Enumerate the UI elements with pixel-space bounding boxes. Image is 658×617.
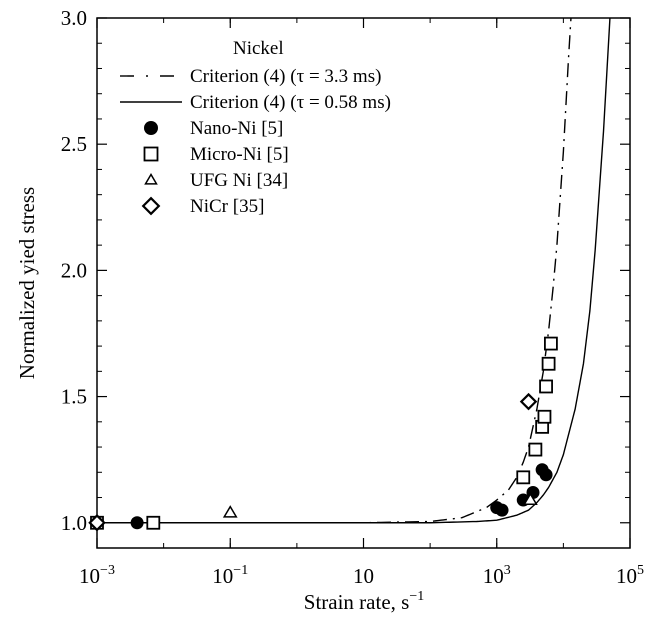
data-point-micro-ni-5 — [543, 358, 555, 370]
x-tick-label: 10−1 — [212, 563, 248, 588]
x-tick-label: 103 — [483, 563, 511, 588]
y-tick-label: 2.5 — [61, 132, 87, 156]
legend-label-criterion-4-0-58-ms: Criterion (4) (τ = 0.58 ms) — [190, 92, 391, 113]
y-axis-label: Normalized yied stress — [15, 187, 39, 379]
legend-marker-nicr-35 — [143, 198, 159, 214]
legend-label-ufg-ni-34: UFG Ni [34] — [190, 170, 288, 191]
x-tick-label: 105 — [616, 563, 644, 588]
legend-marker-ufg-ni-34 — [146, 175, 157, 184]
data-point-nano-ni-5 — [496, 504, 509, 517]
legend-title: Nickel — [233, 38, 284, 59]
data-point-micro-ni-5 — [529, 444, 541, 456]
legend-label-nicr-35: NiCr [35] — [190, 196, 264, 217]
data-point-micro-ni-5 — [147, 517, 159, 529]
series-markers — [90, 338, 557, 530]
y-tick-label: 2.0 — [61, 258, 87, 282]
data-point-nicr-35 — [521, 394, 535, 408]
x-axis-label: Strain rate, s−1 — [304, 589, 424, 614]
data-point-micro-ni-5 — [517, 471, 529, 483]
x-tick-label: 10−3 — [79, 563, 115, 588]
legend-label-nano-ni-5: Nano-Ni [5] — [190, 118, 283, 139]
legend-marker-nano-ni-5 — [144, 121, 158, 135]
x-axis-label-text: Strain rate, s — [304, 590, 410, 614]
legend-marker-micro-ni-5 — [145, 148, 158, 161]
x-axis-label-exp: −1 — [409, 589, 424, 604]
legend-label-criterion-4-3-3-ms: Criterion (4) (τ = 3.3 ms) — [190, 66, 381, 87]
data-point-micro-ni-5 — [545, 338, 557, 350]
data-point-ufg-ni-34 — [224, 507, 236, 517]
data-point-nano-ni-5 — [540, 468, 553, 481]
data-point-micro-ni-5 — [538, 411, 550, 423]
legend: Nickel Criterion (4) (τ = 3.3 ms) Criteri… — [120, 38, 391, 217]
y-tick-label: 3.0 — [61, 6, 87, 30]
y-tick-label: 1.0 — [61, 511, 87, 535]
x-tick-label: 10 — [353, 564, 374, 588]
y-tick-label: 1.5 — [61, 385, 87, 409]
data-point-micro-ni-5 — [540, 380, 552, 392]
legend-label-micro-ni-5: Micro-Ni [5] — [190, 144, 289, 165]
data-point-nano-ni-5 — [131, 516, 144, 529]
